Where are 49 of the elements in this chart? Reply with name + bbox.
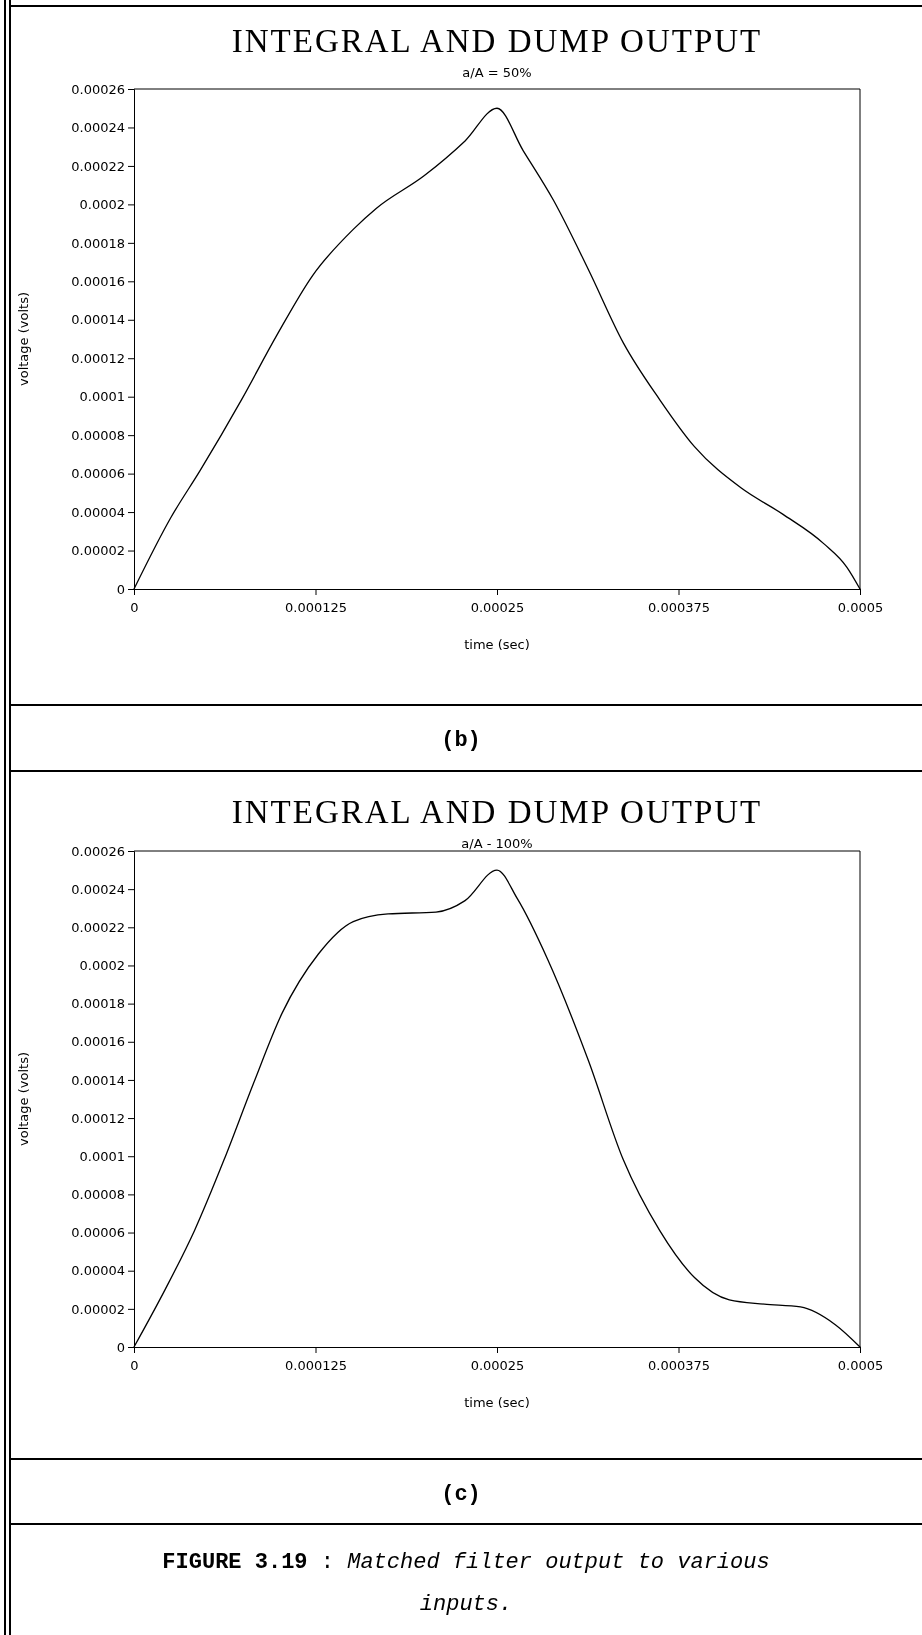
- y-tick-label: 0.00024: [71, 120, 125, 136]
- y-tick-label: 0.00022: [71, 158, 125, 174]
- y-tick-label: 0.00002: [71, 543, 125, 559]
- y-tick-label: 0.00022: [71, 919, 125, 935]
- x-tick-label: 0.000375: [647, 1358, 711, 1374]
- y-axis-title: voltage (volts): [16, 1052, 31, 1146]
- y-tick-label: 0.00004: [71, 1263, 125, 1279]
- x-axis-title: time (sec): [464, 637, 530, 652]
- y-tick-label: 0.00016: [71, 273, 125, 289]
- y-tick-label: 0.00004: [71, 504, 125, 520]
- y-tick-label: 0.00012: [71, 1110, 125, 1126]
- text: (c): [441, 1481, 481, 1507]
- y-tick-label: 0.00008: [71, 427, 125, 443]
- y-tick-label: 0.00012: [71, 350, 125, 366]
- y-tick-label: 0.00026: [71, 81, 125, 97]
- y-tick-label: 0.00006: [71, 1225, 125, 1241]
- y-tick-label: 0.00002: [71, 1301, 125, 1317]
- text: (b): [441, 728, 481, 753]
- x-axis-title: time (sec): [464, 1395, 530, 1410]
- chart-subtitle: a/A = 50%: [462, 65, 532, 80]
- y-tick-label: 0: [116, 581, 125, 597]
- y-tick-label: 0.0002: [79, 197, 125, 213]
- chart-subtitle: a/A - 100%: [461, 836, 533, 851]
- y-tick-label: 0.00016: [71, 1034, 125, 1050]
- y-tick-label: 0.00008: [71, 1187, 125, 1203]
- x-tick-label: 0: [130, 1358, 139, 1374]
- x-tick-label: 0: [130, 600, 139, 616]
- y-tick-label: 0.0002: [79, 958, 125, 974]
- chart-title: INTEGRAL AND DUMP OUTPUT: [231, 23, 763, 59]
- y-tick-label: 0.00006: [71, 466, 125, 482]
- x-tick-label: 0.0005: [837, 1358, 884, 1374]
- y-tick-label: 0.00026: [71, 843, 125, 859]
- x-tick-label: 0.0005: [837, 600, 884, 616]
- x-tick-label: 0.000375: [647, 600, 711, 616]
- y-tick-label: 0.00024: [71, 881, 125, 897]
- y-tick-label: 0.0001: [79, 389, 125, 405]
- y-tick-label: 0.00018: [71, 996, 125, 1012]
- y-tick-label: 0: [116, 1339, 125, 1355]
- y-tick-label: 0.0001: [79, 1148, 125, 1164]
- y-tick-label: 0.00018: [71, 235, 125, 251]
- x-tick-label: 0.00025: [470, 1358, 525, 1374]
- x-tick-label: 0.000125: [284, 1358, 348, 1374]
- caption: FIGURE 3.19 : Matched filter output to various inputs.: [162, 1550, 770, 1617]
- y-axis-title: voltage (volts): [16, 292, 31, 386]
- x-tick-label: 0.000125: [284, 600, 348, 616]
- chart-title: INTEGRAL AND DUMP OUTPUT: [231, 794, 763, 830]
- y-tick-label: 0.00014: [71, 1072, 125, 1088]
- y-tick-label: 0.00014: [71, 312, 125, 328]
- x-tick-label: 0.00025: [470, 600, 525, 616]
